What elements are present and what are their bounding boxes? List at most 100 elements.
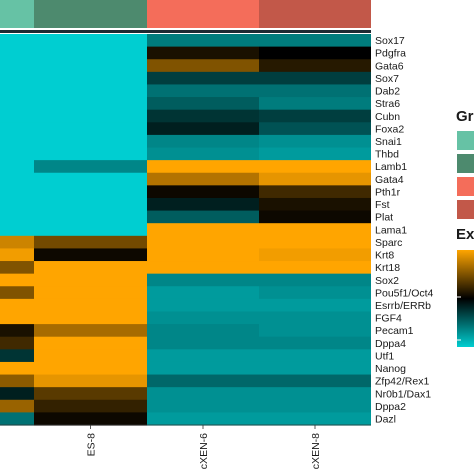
group-legend-key — [457, 154, 474, 173]
heatmap-cell — [259, 336, 371, 350]
heatmap-cell — [0, 134, 34, 149]
heatmap-cell — [259, 412, 371, 426]
heatmap-cell — [34, 412, 147, 426]
heatmap-cell — [0, 122, 34, 136]
heatmap-cell — [34, 387, 147, 401]
heatmap-cell — [147, 336, 259, 350]
heatmap-cell — [0, 286, 34, 300]
gene-label: Nanog — [375, 363, 406, 375]
heatmap-cell — [147, 261, 259, 275]
heatmap-cell — [0, 361, 34, 376]
heatmap-cell — [0, 223, 34, 237]
heatmap-cell — [0, 336, 34, 350]
heatmap-cell — [147, 160, 259, 174]
heatmap-cell — [0, 185, 34, 199]
heatmap-cell — [0, 412, 34, 426]
heatmap-cell — [147, 134, 259, 149]
heatmap-cell — [0, 324, 34, 338]
heatmap-cell — [0, 109, 34, 123]
group-legend-title: Gr — [456, 108, 474, 125]
heatmap-cell — [0, 197, 34, 212]
heatmap-cell — [147, 286, 259, 300]
gene-label: Krt18 — [375, 262, 400, 274]
heatmap-cell — [259, 197, 371, 212]
heatmap-cell — [259, 387, 371, 401]
heatmap-cell — [0, 248, 34, 262]
heatmap-cell — [147, 147, 259, 161]
heatmap-cell — [259, 122, 371, 136]
gene-label: Krt8 — [375, 250, 394, 262]
group-legend-key — [457, 131, 474, 150]
heatmap-cell — [259, 235, 371, 250]
heatmap-cell — [259, 273, 371, 287]
heatmap-cell — [34, 71, 147, 86]
heatmap-cell — [259, 84, 371, 98]
heatmap-cell — [147, 387, 259, 401]
heatmap-cell — [34, 298, 147, 313]
heatmap-cell — [34, 311, 147, 325]
heatmap-cell — [147, 374, 259, 388]
heatmap-cell — [147, 273, 259, 287]
heatmap-cell — [259, 34, 371, 48]
column-label: cXEN-6 — [198, 433, 210, 469]
heatmap-cell — [0, 349, 34, 363]
heatmap-cell — [147, 324, 259, 338]
heatmap-cell — [0, 210, 34, 224]
heatmap-cell — [0, 147, 34, 161]
heatmap-cell — [34, 349, 147, 363]
group-legend-key — [457, 177, 474, 196]
heatmap-cell — [259, 261, 371, 275]
heatmap-cell — [34, 97, 147, 111]
heatmap-cell — [147, 235, 259, 250]
heatmap-cell — [0, 387, 34, 401]
group-bar-segment — [259, 0, 371, 28]
heatmap-cell — [0, 160, 34, 174]
heatmap-cell — [259, 361, 371, 376]
heatmap-cell — [0, 59, 34, 73]
heatmap-cell — [259, 324, 371, 338]
heatmap-cell — [147, 223, 259, 237]
heatmap-cell — [147, 172, 259, 186]
gene-label: Dppa2 — [375, 401, 406, 413]
heatmap-cell — [259, 210, 371, 224]
heatmap-cell — [34, 248, 147, 262]
gene-label: Dppa4 — [375, 338, 406, 350]
column-label: cXEN-8 — [310, 433, 322, 469]
heatmap-cell — [147, 59, 259, 73]
gene-label: Foxa2 — [375, 123, 404, 135]
heatmap-cell — [259, 298, 371, 313]
gene-label: Lama1 — [375, 224, 407, 236]
heatmap-cell — [34, 109, 147, 123]
heatmap-cell — [34, 399, 147, 413]
heatmap-cell — [147, 71, 259, 86]
heatmap-cell — [34, 59, 147, 73]
gene-label: Utf1 — [375, 350, 394, 362]
heatmap-cell — [147, 84, 259, 98]
heatmap-cell — [259, 172, 371, 186]
gene-label: Plat — [375, 212, 393, 224]
group-separator — [0, 30, 371, 33]
heatmap-cell — [0, 235, 34, 250]
heatmap-cell — [34, 197, 147, 212]
heatmap-cell — [147, 399, 259, 413]
gene-label: Pth1r — [375, 186, 401, 198]
heatmap-cell — [259, 311, 371, 325]
heatmap-cell — [147, 311, 259, 325]
heatmap-cell — [34, 160, 147, 174]
heatmap-cell — [147, 197, 259, 212]
gene-label: Nr0b1/Dax1 — [375, 388, 431, 400]
heatmap-cell — [147, 46, 259, 60]
heatmap-cell — [34, 210, 147, 224]
heatmap-cell — [34, 122, 147, 136]
heatmap-cell — [34, 223, 147, 237]
gene-label: Sox17 — [375, 35, 405, 47]
heatmap-cell — [147, 185, 259, 199]
heatmap-cell — [34, 134, 147, 149]
expression-legend-title: Ex — [456, 226, 474, 243]
heatmap-cell — [0, 374, 34, 388]
column-labels: ES-8 cXEN-6 cXEN-8 — [86, 425, 322, 469]
heatmap-cell — [34, 172, 147, 186]
gene-label: Fst — [375, 199, 390, 211]
heatmap-cell — [259, 349, 371, 363]
gene-label: Esrrb/ERRb — [375, 300, 431, 312]
